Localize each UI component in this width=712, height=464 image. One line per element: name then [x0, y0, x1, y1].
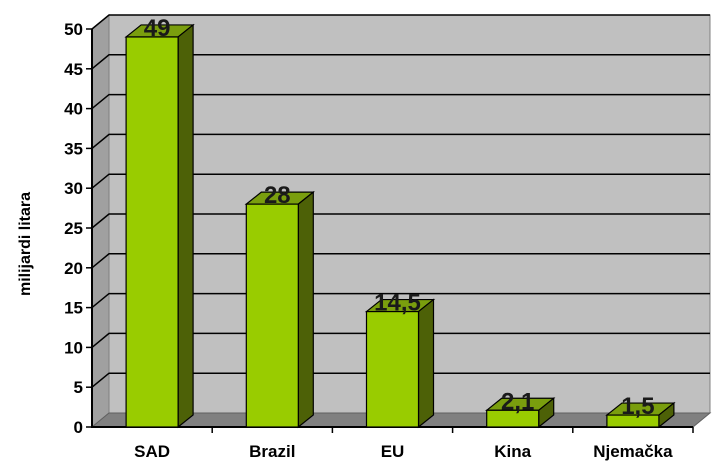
bar-side	[297, 190, 314, 429]
data-label: 2,1	[501, 388, 534, 415]
bars	[124, 23, 676, 429]
y-tick-label: 40	[64, 100, 83, 119]
x-category-label: Brazil	[249, 442, 295, 461]
y-tick-label: 25	[64, 219, 83, 238]
x-category-label: Njemačka	[593, 442, 673, 461]
gridline	[91, 213, 710, 229]
x-category-labels: SAD Brazil EU Kina Njemačka	[134, 442, 673, 461]
bar	[364, 298, 436, 429]
bar	[605, 401, 676, 429]
y-tick-label: 50	[64, 20, 83, 39]
gridline	[91, 133, 710, 149]
gridline	[91, 253, 710, 269]
y-tick-label: 0	[74, 418, 83, 437]
data-label: 14,5	[374, 290, 421, 317]
data-labels: 49 28 14,5 2,1 1,5	[144, 15, 655, 420]
gridlines	[91, 14, 710, 388]
bar	[484, 397, 556, 429]
data-label: 49	[144, 15, 171, 42]
x-category-label: SAD	[134, 442, 170, 461]
y-tick-label: 30	[64, 179, 83, 198]
gridline	[91, 372, 710, 388]
x-category-label: EU	[381, 442, 405, 461]
y-tick-labels: 0 5 10 15 20 25 30 35 40 45 50	[64, 20, 83, 437]
bar-front	[125, 36, 179, 428]
gridline	[91, 292, 710, 309]
data-label: 28	[264, 182, 291, 209]
y-tick-label: 5	[74, 378, 83, 397]
y-tick-label: 20	[64, 259, 83, 278]
gridline	[91, 173, 710, 189]
bar	[124, 23, 195, 429]
bar-front	[245, 203, 299, 428]
y-tick-label: 35	[64, 139, 83, 158]
gridline	[91, 332, 710, 348]
y-tick-label: 10	[64, 338, 83, 357]
bar-side	[417, 298, 435, 429]
bar-front	[486, 409, 540, 428]
bar-side	[177, 23, 194, 429]
bar-front	[606, 414, 660, 428]
gridline	[91, 14, 710, 30]
bar-front	[365, 310, 420, 428]
gridline	[91, 93, 710, 110]
y-axis-title: milijardi litara	[17, 192, 34, 296]
y-tick-label: 15	[64, 299, 83, 318]
gridline	[91, 54, 710, 70]
data-label: 1,5	[621, 393, 654, 420]
y-tick-label: 45	[64, 60, 83, 79]
x-category-label: Kina	[494, 442, 531, 461]
bar	[244, 190, 316, 429]
